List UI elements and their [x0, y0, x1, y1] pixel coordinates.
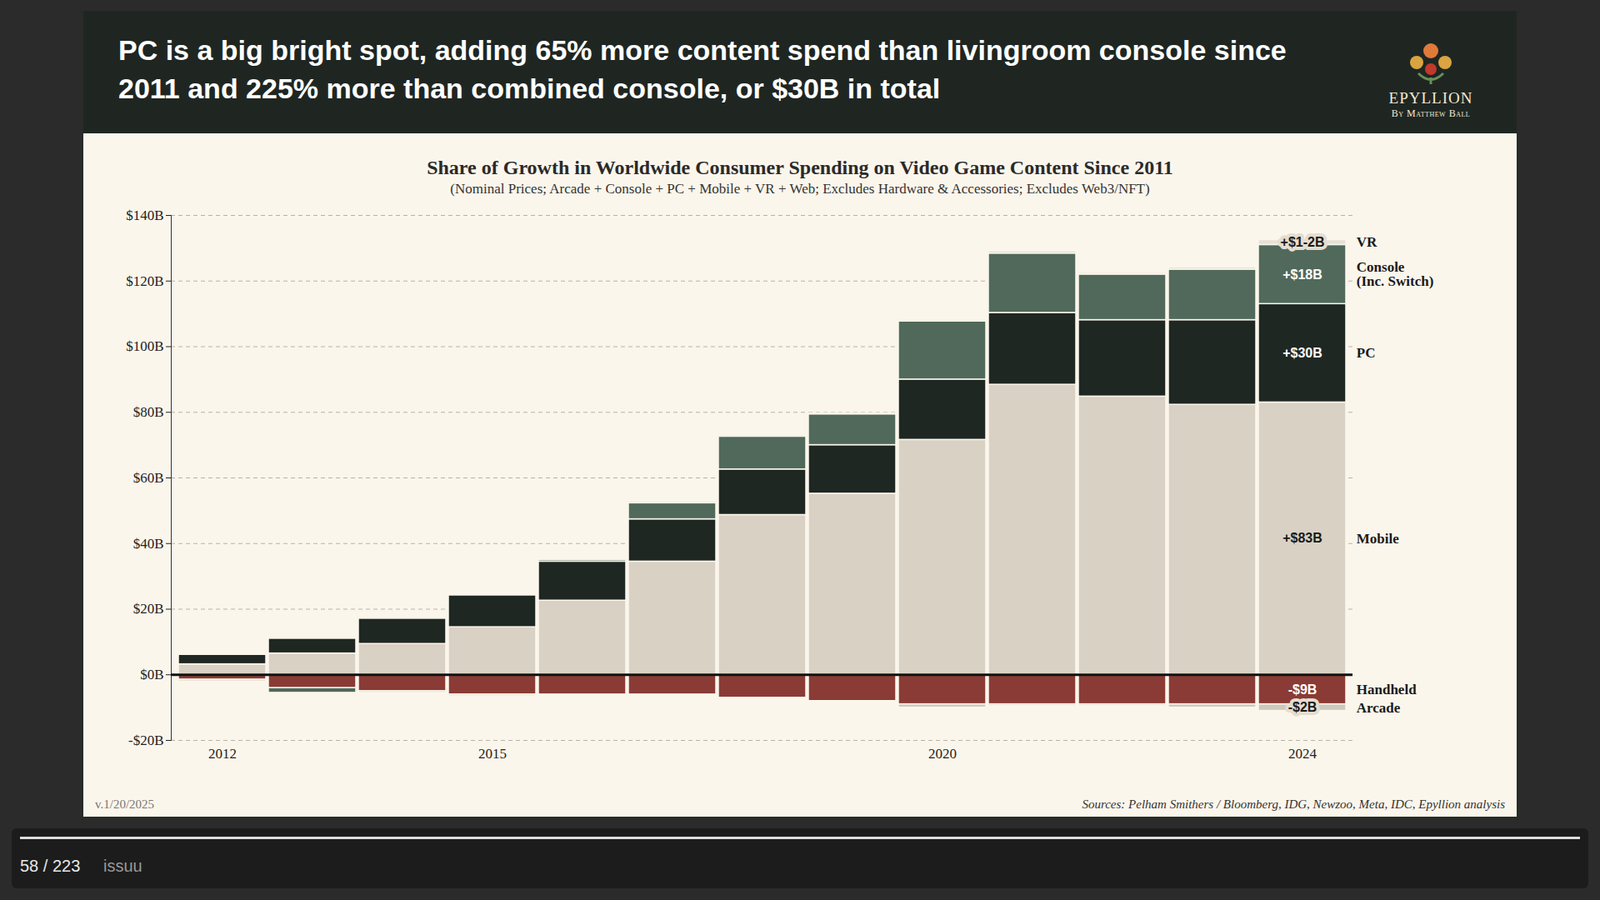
html-text:58 / 223: 58 / 223 [20, 856, 81, 875]
svg-text:$20B: $20B [133, 600, 165, 617]
svg-text:Arcade: Arcade [1356, 700, 1401, 716]
svg-text:Handheld: Handheld [1356, 681, 1417, 698]
html-text:PC is a big bright spot, addin: PC is a big bright spot, adding 65% more… [118, 34, 1287, 105]
svg-text:$0B: $0B [140, 666, 164, 683]
svg-text:2015: 2015 [478, 745, 507, 762]
html-text:v.1/20/2025: v.1/20/2025 [95, 797, 155, 811]
svg-text:2020: 2020 [928, 745, 957, 762]
svg-text:PC: PC [1356, 345, 1376, 361]
svg-text:2024: 2024 [1288, 745, 1318, 762]
svg-text:Mobile: Mobile [1356, 530, 1400, 547]
svg-text:-$20B: -$20B [128, 732, 165, 749]
html-text:issuu: issuu [103, 856, 143, 875]
html-text:By Matthew Ball: By Matthew Ball [1391, 107, 1471, 120]
svg-text:$140B: $140B [125, 207, 164, 224]
svg-text:+$83B: +$83B [1282, 530, 1323, 545]
html-text:Sources: Pelham Smithers / Blo: Sources: Pelham Smithers / Bloomberg, ID… [1082, 797, 1505, 811]
svg-text:$40B: $40B [133, 535, 165, 552]
svg-text:Console(Inc. Switch): Console(Inc. Switch) [1356, 259, 1435, 290]
svg-text:$120B: $120B [125, 273, 164, 290]
svg-text:-$9B: -$9B [1288, 682, 1318, 697]
svg-text:$80B: $80B [133, 404, 165, 420]
html-text:(Nominal Prices; Arcade + Cons: (Nominal Prices; Arcade + Console + PC +… [450, 180, 1150, 197]
svg-text:+$30B: +$30B [1282, 345, 1323, 360]
svg-text:$100B: $100B [125, 338, 164, 355]
html-text:Share of Growth in Worldwide C: Share of Growth in Worldwide Consumer Sp… [426, 156, 1174, 179]
svg-text:VR: VR [1356, 234, 1378, 250]
svg-text:+$1-2B: +$1-2B [1280, 235, 1325, 250]
svg-text:+$18B: +$18B [1282, 266, 1323, 281]
svg-text:-$2B: -$2B [1288, 700, 1318, 715]
html-text:EPYLLION: EPYLLION [1388, 89, 1473, 107]
svg-text:2012: 2012 [208, 745, 237, 762]
svg-text:$60B: $60B [133, 470, 165, 486]
